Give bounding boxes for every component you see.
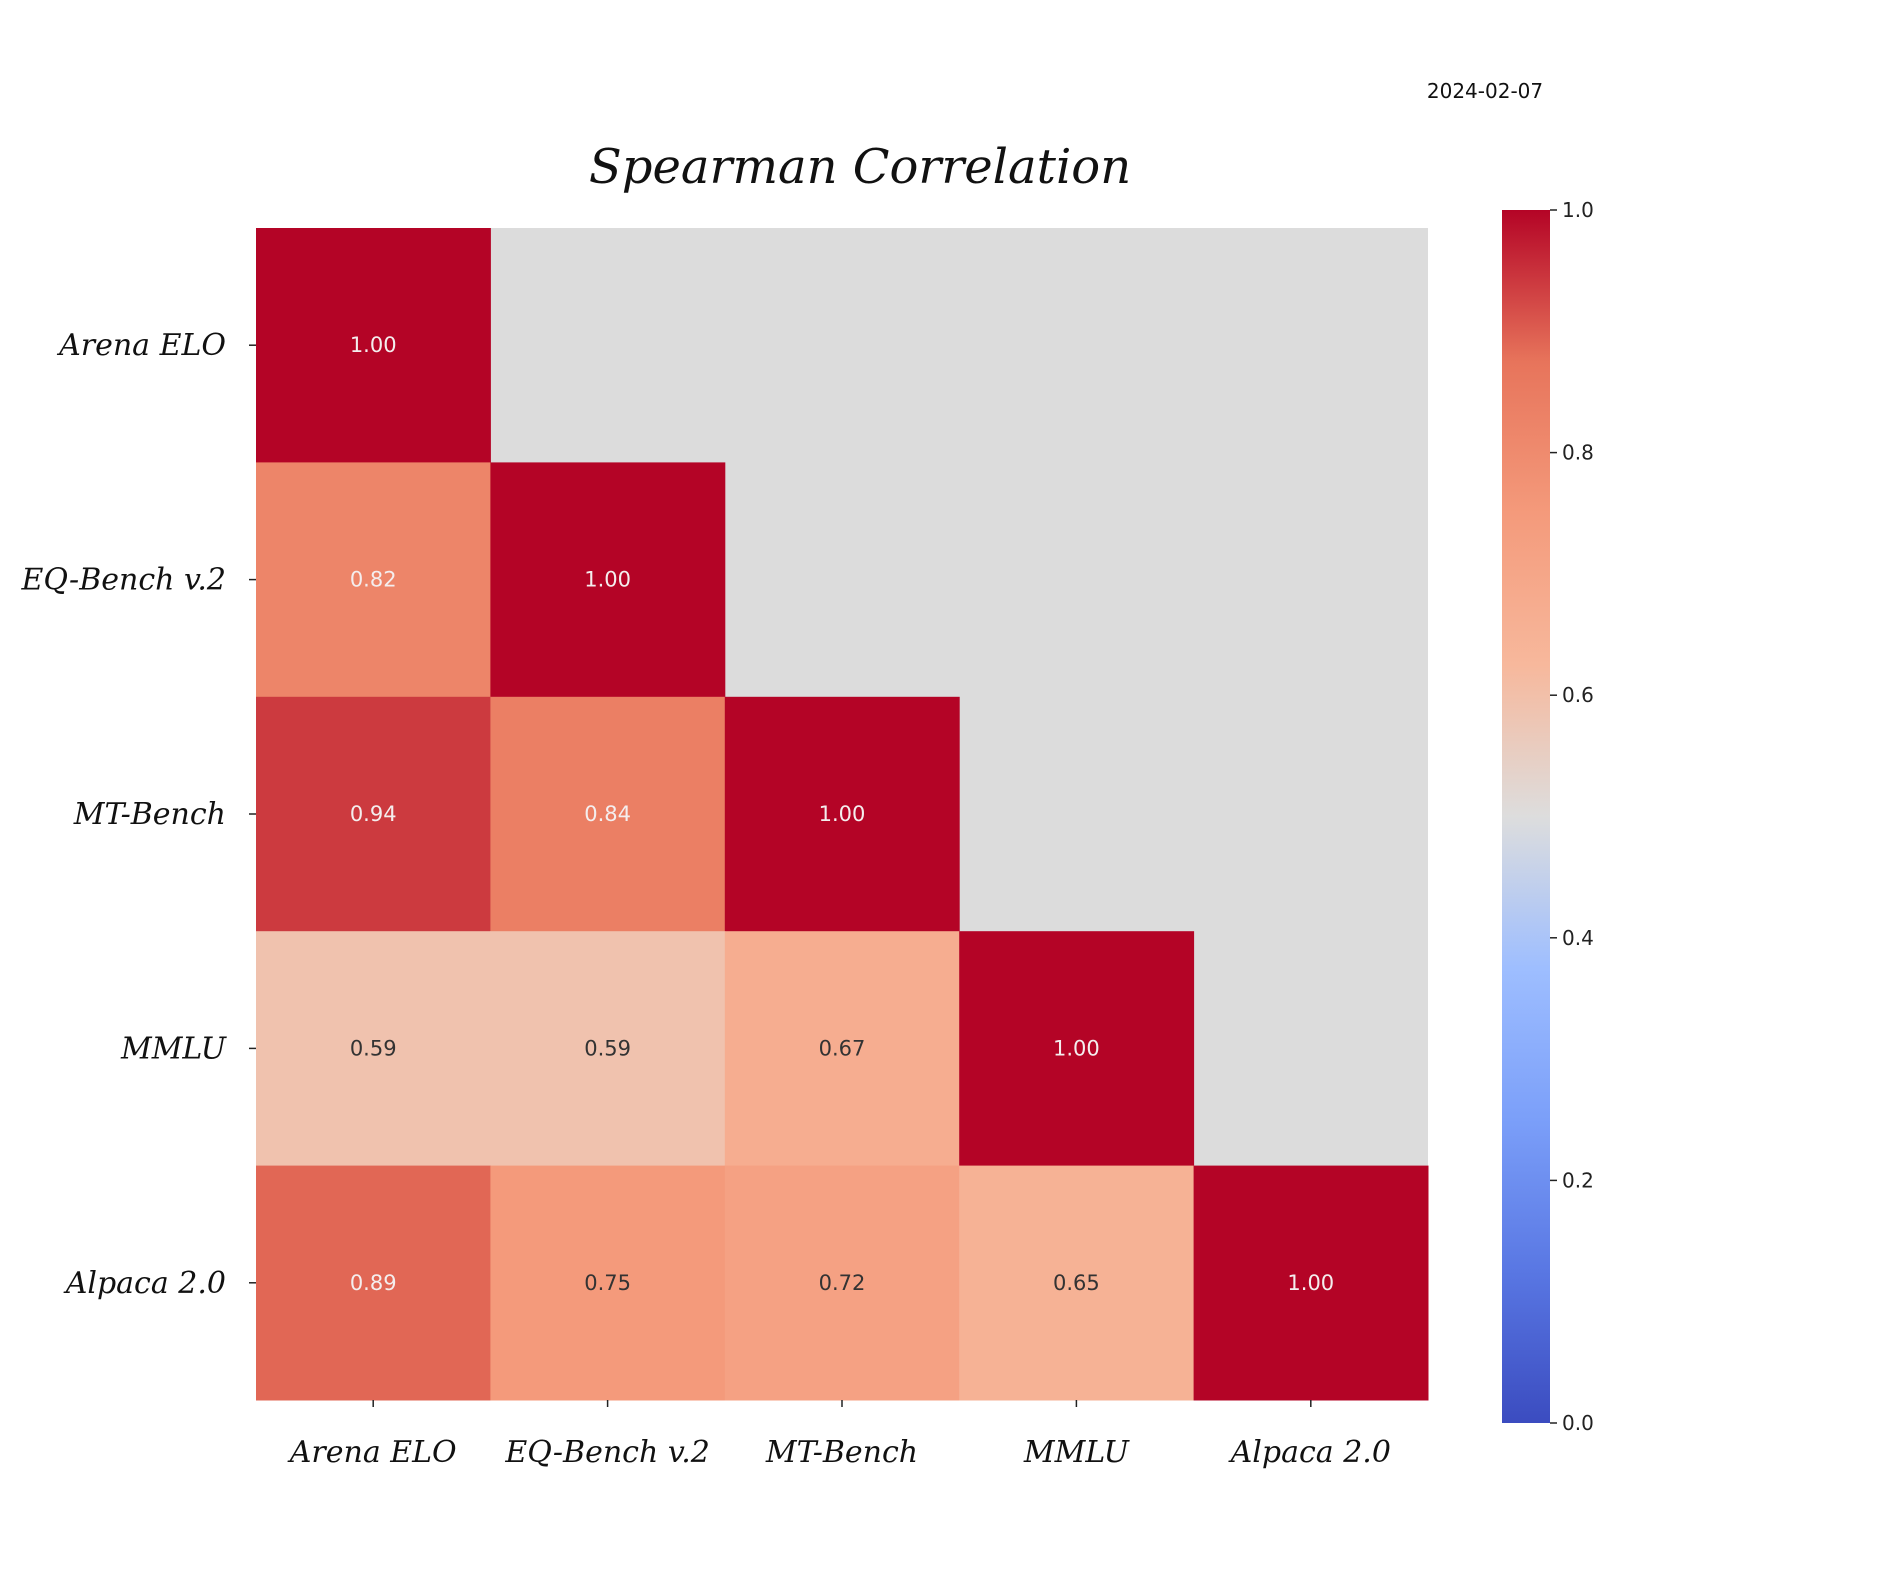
cell-value-label: 0.59	[350, 1036, 397, 1060]
date-label: 2024-02-07	[1427, 79, 1543, 103]
heatmap-cell	[724, 696, 960, 932]
heatmap-cell	[256, 931, 491, 1167]
cell-value-label: 0.84	[584, 802, 631, 826]
cell-value-label: 0.65	[1053, 1271, 1100, 1295]
cell-value-label: 0.94	[350, 802, 397, 826]
cell-value-label: 0.67	[819, 1036, 866, 1060]
cell-value-label: 0.59	[584, 1036, 631, 1060]
colorbar-tick-label: 0.4	[1562, 926, 1594, 950]
heatmap-cell	[724, 931, 960, 1167]
colorbar-gradient	[1502, 210, 1550, 1423]
colorbar-tick-label: 0.6	[1562, 683, 1594, 707]
heatmap-cell	[959, 1165, 1195, 1401]
y-tick-label: MMLU	[120, 1031, 228, 1066]
y-axis: Arena ELO EQ-Bench v.2 MT-Bench MMLU Alpaca …	[20, 328, 256, 1301]
cell-value-label: 0.75	[584, 1271, 631, 1295]
cell-value-label: 1.00	[1287, 1271, 1334, 1295]
colorbar-tick-label: 1.0	[1562, 198, 1594, 222]
heatmap-cell	[490, 1165, 726, 1401]
heatmap-cell	[256, 228, 491, 463]
heatmap-cell	[256, 462, 491, 698]
heatmap-cell	[490, 462, 726, 698]
chart-title: Spearman Correlation	[589, 139, 1131, 195]
heatmap-cell	[490, 931, 726, 1167]
heatmap-cell	[724, 1165, 960, 1401]
y-tick-label: Alpaca 2.0	[63, 1266, 226, 1301]
y-tick-label: MT-Bench	[73, 797, 226, 832]
heatmap-cells	[256, 228, 1429, 1401]
colorbar-tick-label: 0.2	[1562, 1168, 1594, 1192]
heatmap-cell	[256, 1165, 491, 1401]
heatmap-cell	[959, 931, 1195, 1167]
heatmap-cell	[256, 696, 491, 932]
x-tick-label: MMLU	[1023, 1435, 1131, 1470]
colorbar-tick-label: 0.0	[1562, 1411, 1594, 1435]
cell-value-label: 1.00	[819, 802, 866, 826]
heatmap-cell-labels: 1.00 0.82 1.00 0.94 0.84 1.00 0.59 0.59 0.67 1.00…	[350, 333, 1334, 1295]
x-tick-label: MT-Bench	[765, 1435, 918, 1470]
cell-value-label: 0.89	[350, 1271, 397, 1295]
colorbar-ticks: 0.0 0.2 0.4 0.6 0.8 1.0	[1550, 198, 1594, 1435]
x-tick-label: Alpaca 2.0	[1228, 1435, 1391, 1470]
y-tick-label: EQ-Bench v.2	[20, 563, 226, 598]
cell-value-label: 0.72	[819, 1271, 866, 1295]
colorbar: 0.0 0.2 0.4 0.6 0.8 1.0	[1502, 198, 1594, 1435]
colorbar-tick-label: 0.8	[1562, 441, 1594, 465]
x-tick-label: EQ-Bench v.2	[504, 1435, 710, 1470]
cell-value-label: 0.82	[350, 568, 397, 592]
cell-value-label: 1.00	[1053, 1036, 1100, 1060]
x-tick-label: Arena ELO	[287, 1435, 457, 1470]
cell-value-label: 1.00	[350, 333, 397, 357]
heatmap-cell	[490, 696, 726, 932]
y-tick-label: Arena ELO	[56, 328, 226, 363]
heatmap-cell	[1193, 1165, 1429, 1401]
cell-value-label: 1.00	[584, 568, 631, 592]
x-axis: Arena ELO EQ-Bench v.2 MT-Bench MMLU Alpaca …	[287, 1400, 1391, 1470]
